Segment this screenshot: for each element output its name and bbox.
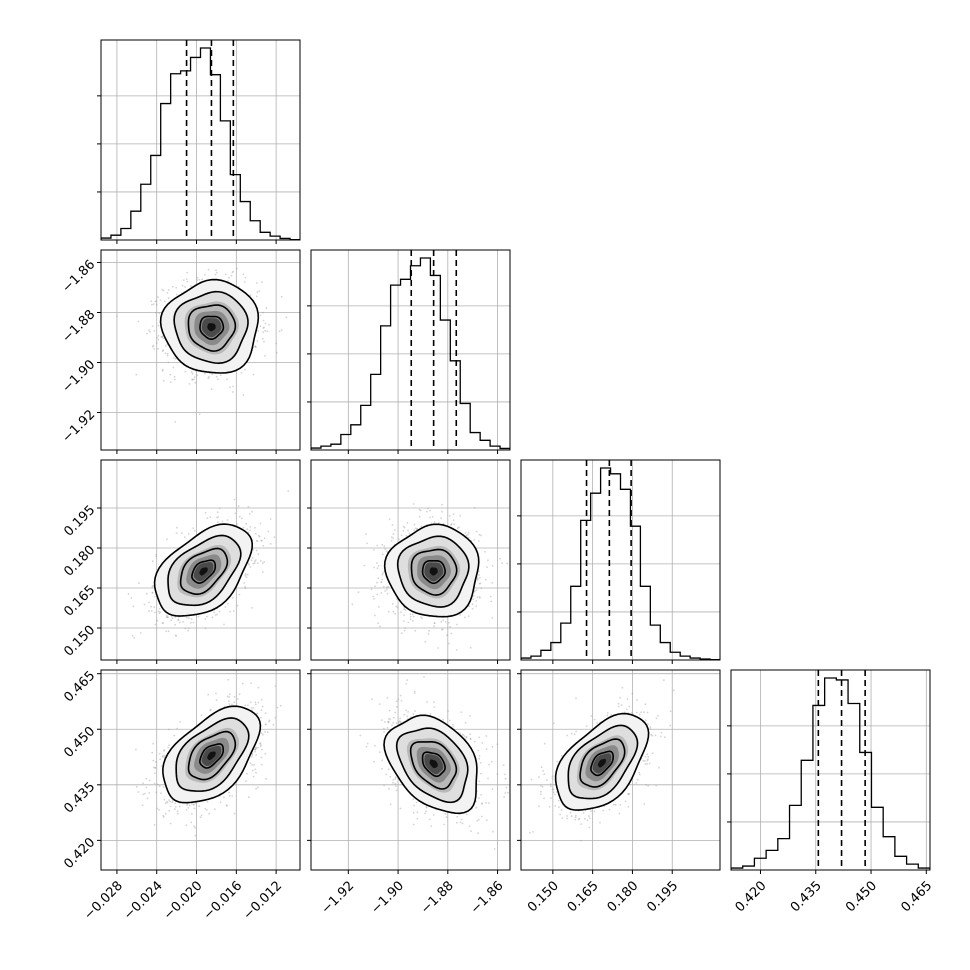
panel-1-0: −1.92 −1.90 −1.88 −1.86 — [60, 249, 301, 454]
panel-frame — [310, 459, 511, 661]
contour-line-2 — [187, 730, 237, 781]
panel-frame — [100, 459, 301, 661]
contour-line-3 — [590, 750, 614, 777]
y-tick-label: 0.195 — [61, 503, 98, 540]
x-tick-label: 0.465 — [898, 878, 935, 915]
x-tick-label: −0.012 — [241, 878, 286, 923]
panel-3-2: 0.150 0.165 0.180 0.195 — [517, 669, 721, 915]
y-tick-label: 0.465 — [61, 668, 98, 705]
y-tick-label: 0.420 — [61, 835, 98, 872]
x-tick-label: −0.024 — [121, 878, 166, 923]
contour-line-3 — [199, 743, 225, 769]
contour-line-1 — [567, 724, 639, 800]
y-tick-label: 0.165 — [61, 583, 98, 620]
contour-line-3 — [199, 315, 225, 340]
x-tick-label: −1.92 — [319, 878, 358, 917]
density-level-5 — [207, 751, 216, 761]
x-tick-label: −1.86 — [468, 878, 507, 917]
panel-0-0 — [97, 39, 301, 244]
contour-line-3 — [421, 751, 446, 778]
x-tick-label: −1.90 — [368, 878, 407, 917]
panel-2-2 — [517, 459, 721, 664]
contour-line-3 — [421, 559, 446, 585]
x-tick-label: 0.435 — [788, 878, 825, 915]
x-tick-label: −1.88 — [418, 878, 457, 917]
x-tick-label: 0.450 — [843, 878, 880, 915]
panel-1-1 — [307, 249, 511, 454]
contour-line-1 — [395, 727, 469, 804]
x-tick-label: 0.180 — [605, 878, 642, 915]
contour-line-1 — [173, 290, 249, 365]
y-tick-label: 0.435 — [61, 780, 98, 817]
contour-line-0 — [162, 705, 262, 804]
panel-frame — [520, 459, 721, 661]
contour-line-2 — [579, 738, 626, 788]
panel-frame — [100, 249, 301, 451]
contour-line-0 — [383, 523, 480, 618]
y-tick-label: 0.180 — [61, 543, 98, 580]
histogram-0 — [101, 47, 300, 240]
panel-3-3: 0.420 0.435 0.450 0.465 — [727, 669, 935, 915]
contour-line-1 — [167, 534, 242, 607]
histogram-2 — [521, 467, 720, 660]
contour-line-0 — [153, 523, 254, 617]
x-tick-label: 0.420 — [733, 878, 770, 915]
panel-3-0: 0.4200.4350.4500.465−0.028−0.024−0.020−0… — [61, 668, 301, 923]
y-tick-label: 0.450 — [61, 724, 98, 761]
panel-frame — [100, 669, 301, 871]
panel-2-1 — [307, 459, 511, 664]
y-tick-label: 0.150 — [61, 623, 98, 660]
x-tick-label: 0.195 — [644, 878, 681, 915]
contour-line-3 — [191, 559, 217, 584]
panel-frame — [310, 669, 511, 871]
y-tick-label: −1.92 — [60, 407, 99, 446]
density-level-5 — [429, 759, 438, 769]
panel-frame — [730, 669, 931, 871]
x-tick-label: −0.028 — [81, 878, 126, 923]
histogram-3 — [731, 677, 930, 870]
density-level-5 — [597, 758, 606, 768]
panel-3-1: −1.92 −1.90 −1.88 −1.86 — [307, 669, 511, 917]
contour-line-2 — [410, 548, 458, 596]
contour-line-0 — [159, 278, 260, 374]
x-tick-label: −0.020 — [161, 878, 206, 923]
panel-frame — [100, 39, 301, 241]
contour-line-0 — [554, 712, 650, 811]
contour-line-2 — [187, 304, 237, 352]
y-tick-label: −1.90 — [60, 357, 99, 396]
x-tick-label: 0.150 — [525, 878, 562, 915]
contour-line-0 — [383, 714, 478, 815]
contour-line-1 — [175, 717, 250, 792]
y-tick-label: −1.88 — [60, 307, 99, 346]
y-tick-label: −1.86 — [60, 257, 99, 296]
contour-line-1 — [396, 535, 470, 608]
panel-frame — [310, 249, 511, 451]
contour-line-2 — [409, 741, 458, 790]
contour-line-2 — [179, 547, 229, 596]
density-level-5 — [429, 567, 438, 576]
x-tick-label: 0.165 — [565, 878, 602, 915]
panel-frame — [520, 669, 721, 871]
x-tick-label: −0.016 — [201, 878, 246, 923]
density-level-5 — [207, 323, 216, 332]
density-level-5 — [199, 567, 208, 576]
